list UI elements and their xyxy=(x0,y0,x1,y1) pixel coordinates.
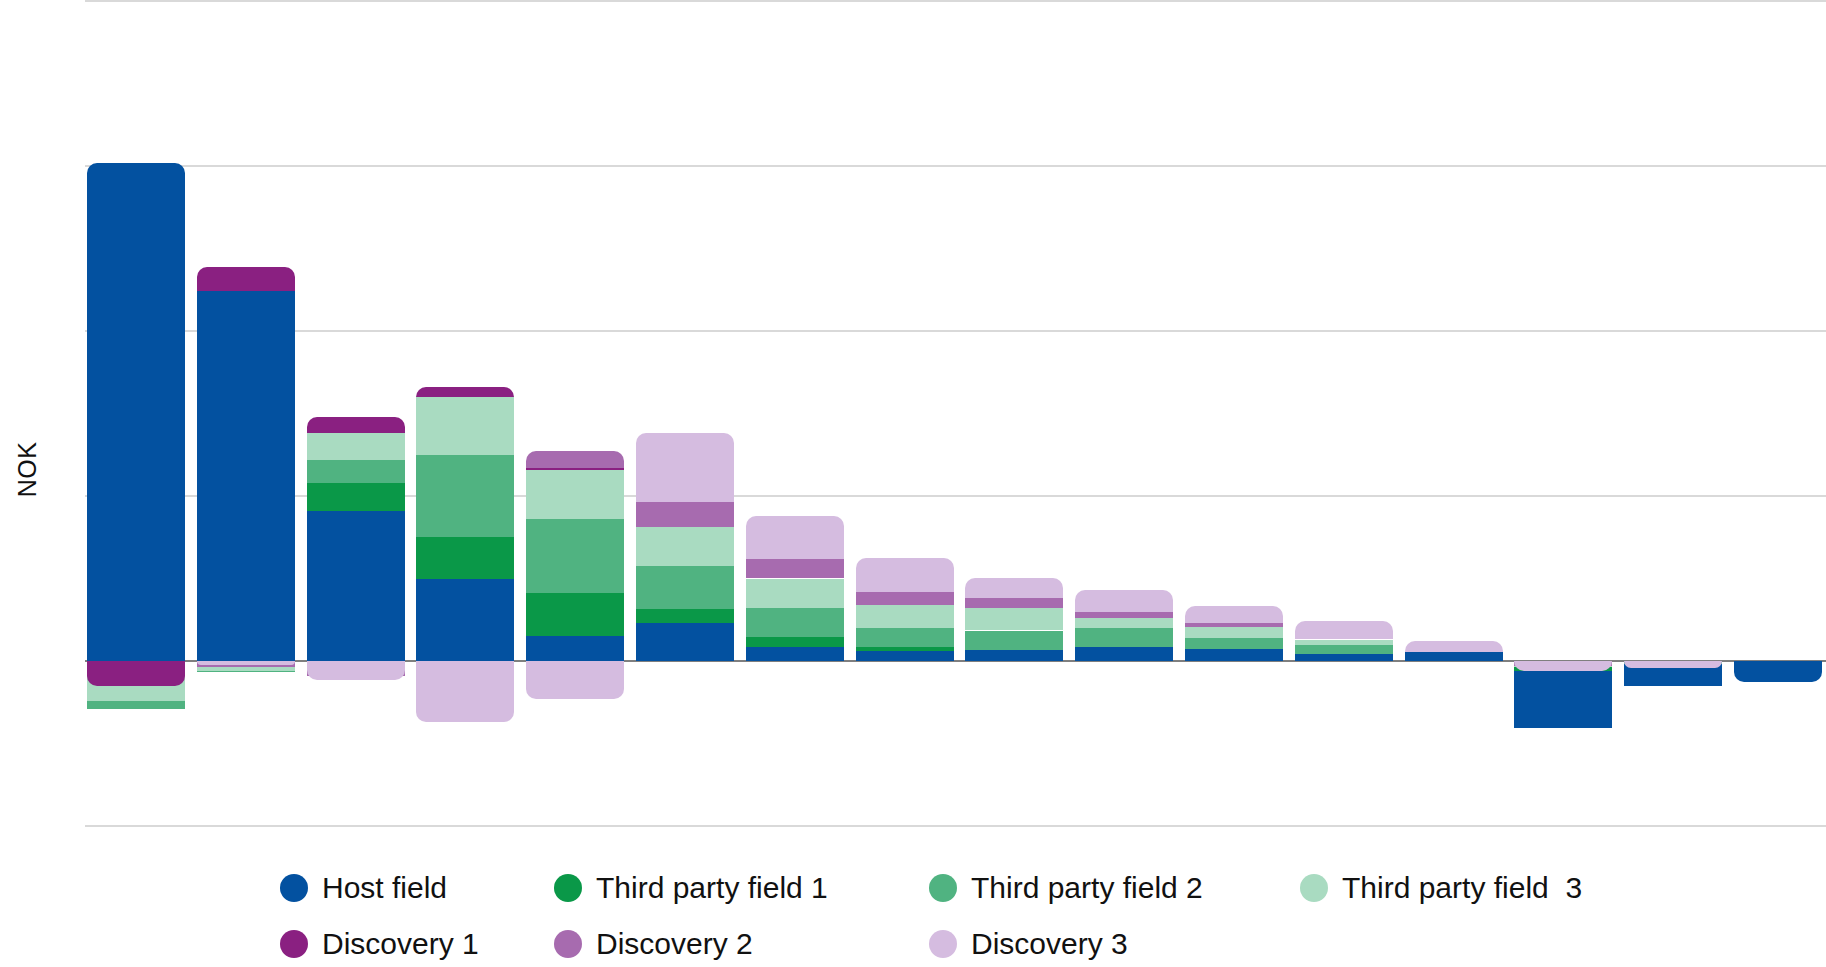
bar-5-segment-third-party-field-1[interactable] xyxy=(526,593,624,636)
bar-7-segment-discovery-2[interactable] xyxy=(746,559,844,579)
bar-14-segment-discovery-3-negative[interactable] xyxy=(1514,661,1612,671)
bar-5-segment-third-party-field-2[interactable] xyxy=(526,519,624,593)
bar-6-segment-third-party-field-3[interactable] xyxy=(636,527,734,567)
bar-5-segment-discovery-2[interactable] xyxy=(526,451,624,468)
legend-swatch-discovery-1-icon xyxy=(280,930,308,958)
legend-item-third-party-field-1[interactable]: Third party field 1 xyxy=(554,870,828,906)
bar-10-segment-discovery-3[interactable] xyxy=(1075,590,1173,612)
bar-8-segment-discovery-2[interactable] xyxy=(856,592,954,605)
bar-3-segment-third-party-field-3[interactable] xyxy=(307,433,405,459)
legend-item-discovery-1[interactable]: Discovery 1 xyxy=(280,926,479,962)
bar-3-segment-discovery-1[interactable] xyxy=(307,417,405,434)
bar-1-segment-discovery-1-negative[interactable] xyxy=(87,661,185,686)
bar-9-segment-third-party-field-3[interactable] xyxy=(965,608,1063,630)
bar-7-segment-host-field[interactable] xyxy=(746,647,844,661)
bar-4-segment-third-party-field-1[interactable] xyxy=(416,537,514,578)
bar-11-segment-third-party-field-3[interactable] xyxy=(1185,627,1283,638)
legend-item-third-party-field-3[interactable]: Third party field 3 xyxy=(1300,870,1582,906)
bar-8-segment-third-party-field-3[interactable] xyxy=(856,605,954,628)
bar-8-segment-discovery-3[interactable] xyxy=(856,558,954,592)
bar-6-segment-discovery-2[interactable] xyxy=(636,502,734,527)
legend-label: Host field xyxy=(322,871,447,905)
bar-7-segment-third-party-field-1[interactable] xyxy=(746,637,844,647)
bar-4-segment-discovery-1[interactable] xyxy=(416,387,514,397)
legend-label: Third party field 2 xyxy=(971,871,1203,905)
bar-6-segment-third-party-field-1[interactable] xyxy=(636,609,734,623)
gridline xyxy=(85,165,1826,167)
legend-label: Discovery 3 xyxy=(971,927,1128,961)
legend-swatch-discovery-3-icon xyxy=(929,930,957,958)
bar-15-segment-discovery-3-negative[interactable] xyxy=(1624,661,1722,668)
bar-3-segment-third-party-field-1[interactable] xyxy=(307,483,405,511)
gridline xyxy=(85,330,1826,332)
bar-9-segment-host-field[interactable] xyxy=(965,650,1063,661)
bar-10-segment-host-field[interactable] xyxy=(1075,647,1173,661)
bar-12-segment-third-party-field-3[interactable] xyxy=(1295,640,1393,645)
bar-11-segment-third-party-field-2[interactable] xyxy=(1185,638,1283,649)
bar-11-segment-discovery-3[interactable] xyxy=(1185,606,1283,623)
legend-item-host-field[interactable]: Host field xyxy=(280,870,447,906)
bar-2-segment-discovery-1[interactable] xyxy=(197,267,295,292)
legend-swatch-discovery-2-icon xyxy=(554,930,582,958)
bar-5-segment-host-field[interactable] xyxy=(526,636,624,661)
bar-7-segment-discovery-3[interactable] xyxy=(746,516,844,559)
bar-8-segment-host-field[interactable] xyxy=(856,651,954,661)
bar-9-segment-third-party-field-2[interactable] xyxy=(965,631,1063,651)
bar-14-segment-host-field-negative[interactable] xyxy=(1514,661,1612,728)
bar-6-segment-host-field[interactable] xyxy=(636,623,734,661)
legend-item-third-party-field-2[interactable]: Third party field 2 xyxy=(929,870,1203,906)
bar-12-segment-third-party-field-2[interactable] xyxy=(1295,645,1393,654)
bar-13-segment-discovery-3[interactable] xyxy=(1405,641,1503,652)
bar-4-segment-discovery-3-negative[interactable] xyxy=(416,661,514,722)
bar-2-segment-host-field[interactable] xyxy=(197,291,295,661)
bar-1-segment-host-field[interactable] xyxy=(87,163,185,661)
legend-label: Discovery 1 xyxy=(322,927,479,961)
bar-4-segment-third-party-field-2[interactable] xyxy=(416,455,514,538)
bar-3-segment-discovery-3-negative[interactable] xyxy=(307,661,405,680)
bar-2-segment-discovery-3-negative[interactable] xyxy=(197,661,295,665)
bar-3-segment-host-field[interactable] xyxy=(307,511,405,661)
bar-16-segment-host-field-negative[interactable] xyxy=(1734,661,1822,682)
bar-12-segment-host-field[interactable] xyxy=(1295,654,1393,661)
gridline xyxy=(85,825,1826,827)
bar-3-segment-third-party-field-2[interactable] xyxy=(307,460,405,483)
bar-8-segment-third-party-field-2[interactable] xyxy=(856,628,954,647)
bar-9-segment-discovery-2[interactable] xyxy=(965,598,1063,608)
bar-7-segment-third-party-field-3[interactable] xyxy=(746,579,844,609)
bar-13-segment-host-field[interactable] xyxy=(1405,652,1503,661)
legend-item-discovery-3[interactable]: Discovery 3 xyxy=(929,926,1128,962)
chart-canvas: NOK Host field Third party field 1 Third p… xyxy=(0,0,1826,967)
bar-10-segment-discovery-2[interactable] xyxy=(1075,612,1173,618)
bar-5-segment-discovery-3-negative[interactable] xyxy=(526,661,624,699)
bar-6-segment-third-party-field-2[interactable] xyxy=(636,566,734,609)
legend-swatch-host-field-icon xyxy=(280,874,308,902)
bar-9-segment-discovery-3[interactable] xyxy=(965,578,1063,599)
bar-12-segment-discovery-3[interactable] xyxy=(1295,621,1393,639)
legend-item-discovery-2[interactable]: Discovery 2 xyxy=(554,926,753,962)
y-axis-label: NOK xyxy=(13,425,42,515)
gridline xyxy=(85,0,1826,2)
legend-label: Discovery 2 xyxy=(596,927,753,961)
bar-8-segment-third-party-field-1[interactable] xyxy=(856,647,954,651)
bar-6-segment-discovery-3[interactable] xyxy=(636,433,734,502)
bar-11-segment-discovery-2[interactable] xyxy=(1185,623,1283,627)
legend-swatch-third-party-field-3-icon xyxy=(1300,874,1328,902)
bar-5-segment-discovery-1[interactable] xyxy=(526,468,624,470)
bar-7-segment-third-party-field-2[interactable] xyxy=(746,608,844,637)
bar-11-segment-host-field[interactable] xyxy=(1185,649,1283,661)
legend-label: Third party field 3 xyxy=(1342,871,1582,905)
bar-10-segment-third-party-field-2[interactable] xyxy=(1075,628,1173,647)
bar-10-segment-third-party-field-3[interactable] xyxy=(1075,618,1173,628)
bar-4-segment-host-field[interactable] xyxy=(416,579,514,662)
bar-4-segment-third-party-field-3[interactable] xyxy=(416,397,514,455)
legend-swatch-third-party-field-1-icon xyxy=(554,874,582,902)
legend-label: Third party field 1 xyxy=(596,871,828,905)
legend-swatch-third-party-field-2-icon xyxy=(929,874,957,902)
bar-5-segment-third-party-field-3[interactable] xyxy=(526,470,624,520)
